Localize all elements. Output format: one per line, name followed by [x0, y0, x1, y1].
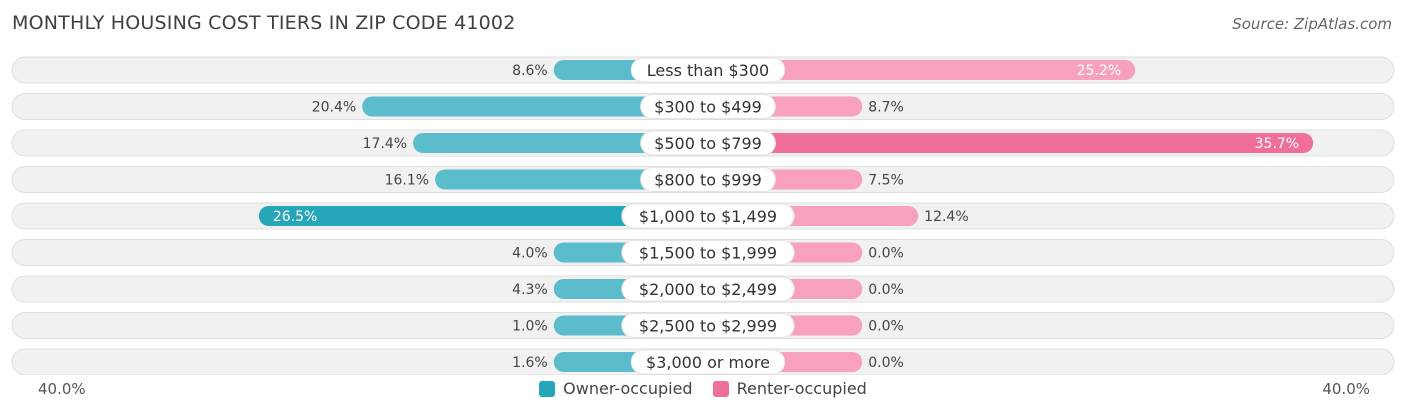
owner-bar	[362, 96, 708, 117]
category-label: $2,500 to $2,999	[639, 317, 777, 336]
owner-value-label: 4.3%	[512, 282, 548, 298]
renter-value-label: 0.0%	[868, 282, 904, 298]
renter-value-label: 7.5%	[868, 173, 904, 189]
category-label: $800 to $999	[654, 171, 762, 190]
owner-value-label: 1.6%	[512, 355, 548, 371]
owner-bar	[413, 133, 708, 153]
legend-item-renter: Renter-occupied	[712, 379, 867, 398]
chart-title: MONTHLY HOUSING COST TIERS IN ZIP CODE 4…	[12, 12, 516, 34]
category-label: $3,000 or more	[646, 353, 770, 372]
owner-bar	[258, 206, 708, 226]
category-label: $2,000 to $2,499	[639, 280, 777, 299]
source-label: Source: ZipAtlas.com	[1232, 15, 1392, 33]
legend-swatch-renter	[712, 380, 729, 397]
owner-value-label: 4.0%	[512, 246, 548, 262]
renter-value-label: 25.2%	[1077, 63, 1121, 79]
axis-right-label: 40.0%	[1322, 380, 1370, 398]
legend-label-owner: Owner-occupied	[563, 379, 693, 398]
category-label: $1,000 to $1,499	[639, 207, 777, 226]
category-pill	[621, 276, 795, 302]
owner-bar	[435, 169, 708, 190]
category-pill	[640, 130, 776, 156]
owner-value-label: 1.0%	[512, 319, 548, 335]
legend-item-owner: Owner-occupied	[539, 379, 693, 398]
owner-value-label: 16.1%	[385, 173, 429, 189]
renter-value-label: 0.0%	[868, 319, 904, 335]
category-pill	[630, 349, 786, 375]
renter-value-label: 0.0%	[868, 355, 904, 371]
owner-value-label: 17.4%	[363, 136, 407, 152]
diverging-bar-chart: 8.6% 25.2% Less than $300 20.4% 8.7% $300 to …	[11, 56, 1395, 375]
category-label: Less than $300	[647, 61, 769, 80]
renter-value-label: 0.0%	[868, 246, 904, 262]
category-label: $1,500 to $1,999	[639, 244, 777, 263]
renter-value-label: 35.7%	[1255, 136, 1299, 152]
renter-bar	[708, 133, 1314, 153]
owner-value-label: 20.4%	[312, 100, 356, 116]
renter-bar	[708, 60, 1136, 80]
renter-value-label: 12.4%	[924, 209, 968, 225]
legend-swatch-owner	[539, 380, 556, 397]
owner-value-label: 26.5%	[273, 209, 317, 225]
category-pill	[621, 203, 795, 229]
axis-left-label: 40.0%	[38, 380, 86, 398]
category-pill	[640, 167, 776, 192]
owner-value-label: 8.6%	[512, 63, 548, 79]
category-label: $500 to $799	[654, 134, 762, 153]
category-pill	[621, 240, 795, 265]
legend-label-renter: Renter-occupied	[736, 379, 867, 398]
category-pill	[640, 94, 776, 119]
legend: Owner-occupied Renter-occupied	[0, 379, 1406, 398]
category-label: $300 to $499	[654, 98, 762, 117]
renter-value-label: 8.7%	[868, 100, 904, 116]
category-pill	[621, 313, 795, 338]
category-pill	[630, 57, 786, 83]
